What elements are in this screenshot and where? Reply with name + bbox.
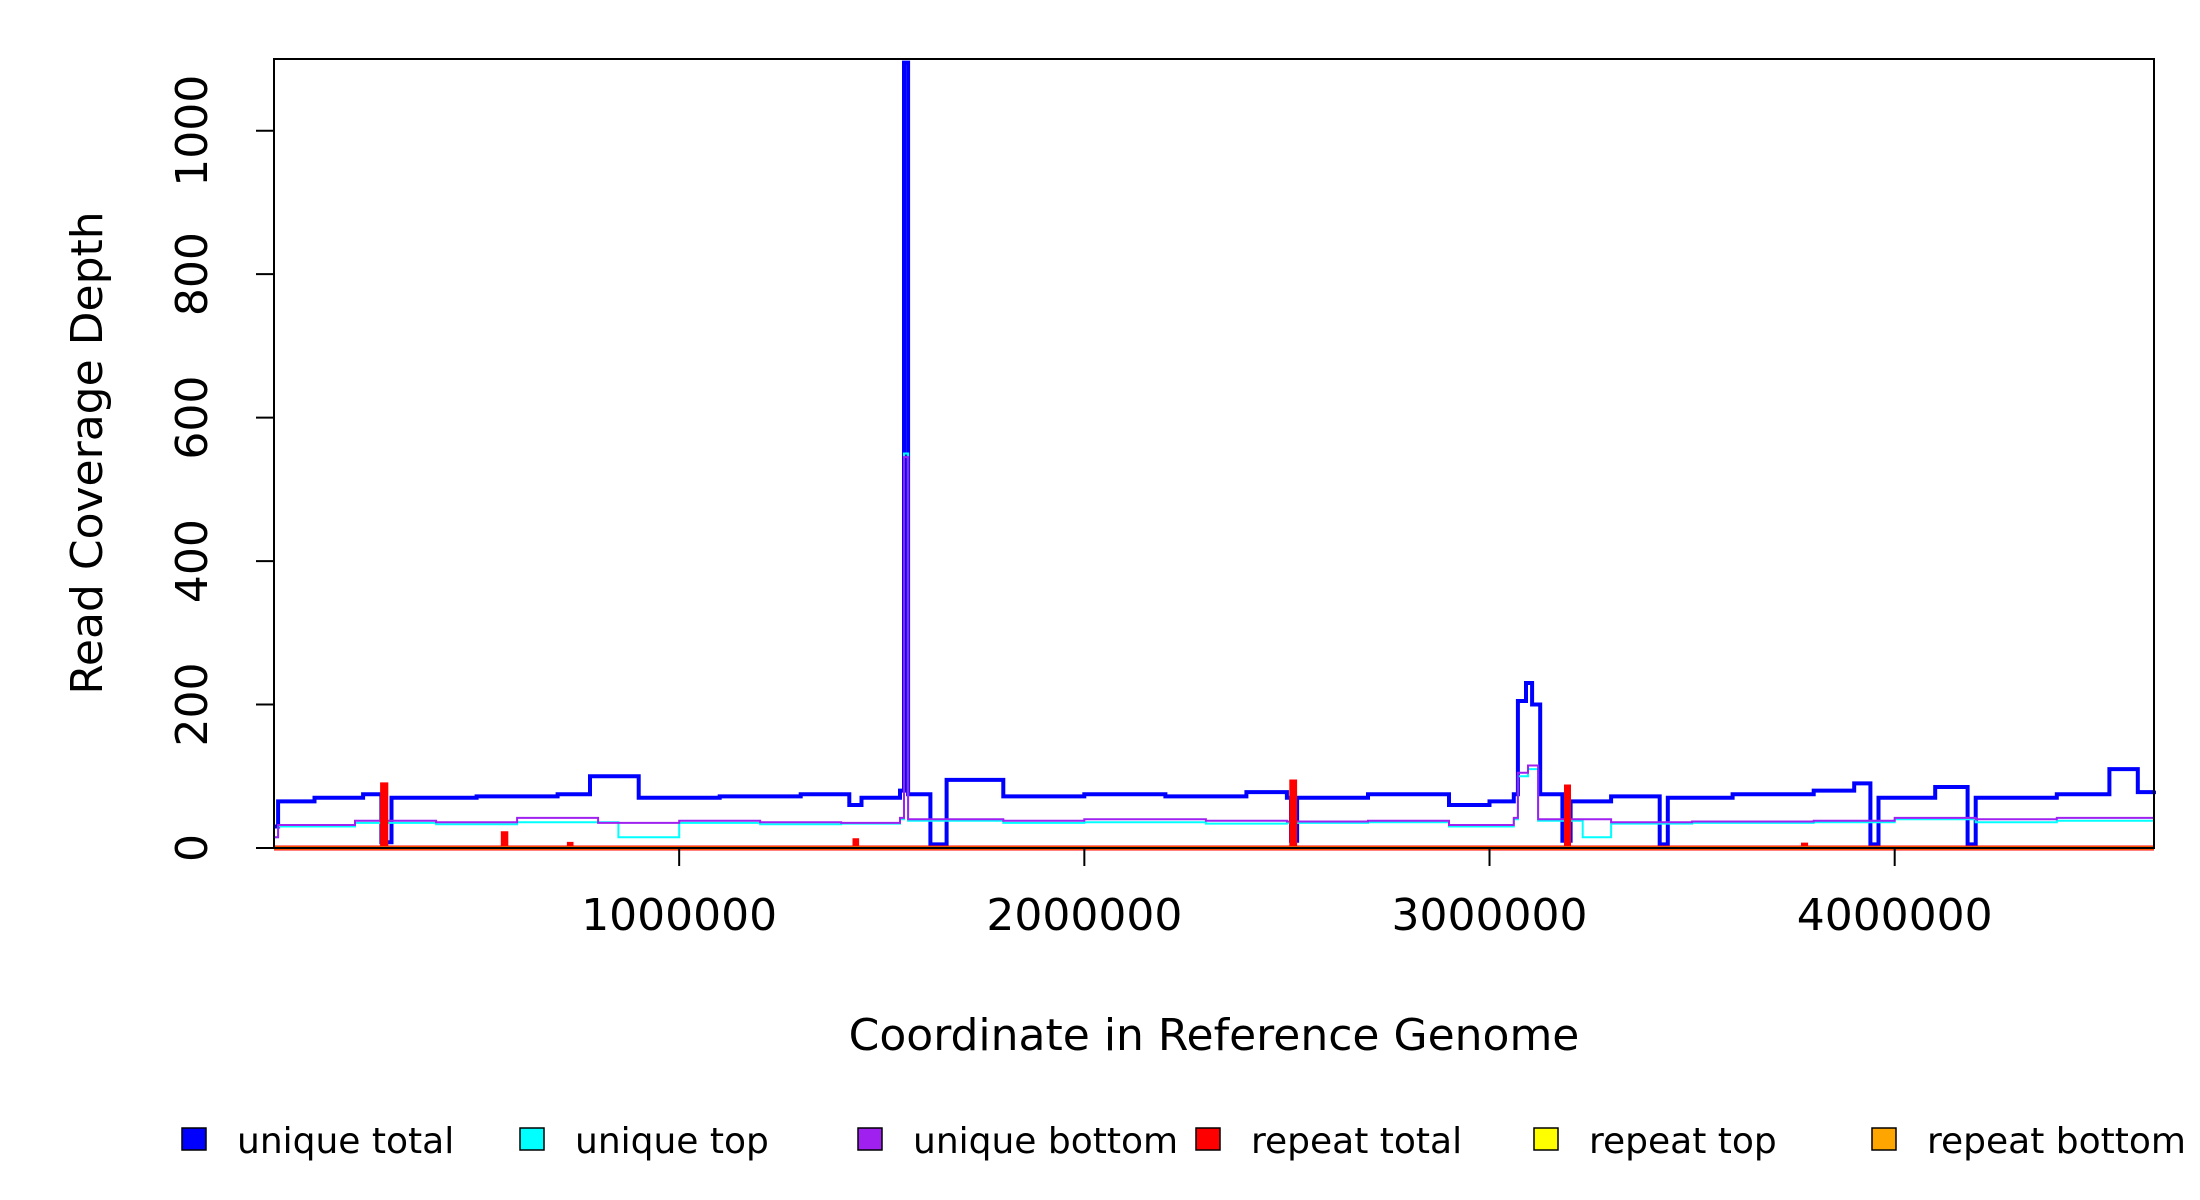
x-tick-label: 2000000 <box>986 890 1182 941</box>
legend-swatch-unique-bottom <box>857 1127 883 1151</box>
series-unique-total-line <box>274 60 2156 847</box>
x-axis-title: Coordinate in Reference Genome <box>849 1010 1580 1061</box>
series-unique-bottom-line <box>274 456 2154 839</box>
legend-label-repeat-bottom: repeat bottom <box>1927 1121 2186 1162</box>
x-tick-label: 1000000 <box>581 890 777 941</box>
legend-label-repeat-total: repeat total <box>1251 1121 1462 1162</box>
series-layer <box>274 60 2156 851</box>
legend-swatch-repeat-bottom <box>1871 1127 1897 1151</box>
legend: unique total unique top unique bottom repea… <box>181 1121 2186 1162</box>
legend-label-unique-top: unique top <box>575 1121 769 1162</box>
legend-label-unique-total: unique total <box>237 1121 454 1162</box>
legend-swatch-unique-total <box>181 1127 207 1151</box>
y-axis-title: Read Coverage Depth <box>62 211 113 694</box>
legend-label-repeat-top: repeat top <box>1589 1121 1777 1162</box>
series-unique-top-line <box>274 452 2155 839</box>
legend-swatch-repeat-total <box>1195 1127 1221 1151</box>
y-tick-label: 600 <box>167 376 218 460</box>
y-tick-label: 0 <box>167 834 218 862</box>
y-tick-label: 800 <box>167 232 218 316</box>
y-axis: 0 200 400 600 800 1000 <box>167 75 274 862</box>
y-tick-label: 200 <box>167 663 218 747</box>
x-tick-label: 3000000 <box>1392 890 1588 941</box>
legend-swatch-repeat-top <box>1533 1127 1559 1151</box>
legend-swatch-unique-top <box>519 1127 545 1151</box>
legend-label-unique-bottom: unique bottom <box>913 1121 1178 1162</box>
plot-frame <box>273 58 2155 849</box>
x-axis: 1000000 2000000 3000000 4000000 <box>581 848 1993 941</box>
x-tick-label: 4000000 <box>1797 890 1993 941</box>
y-tick-label: 400 <box>167 519 218 603</box>
y-tick-label: 1000 <box>167 75 218 187</box>
